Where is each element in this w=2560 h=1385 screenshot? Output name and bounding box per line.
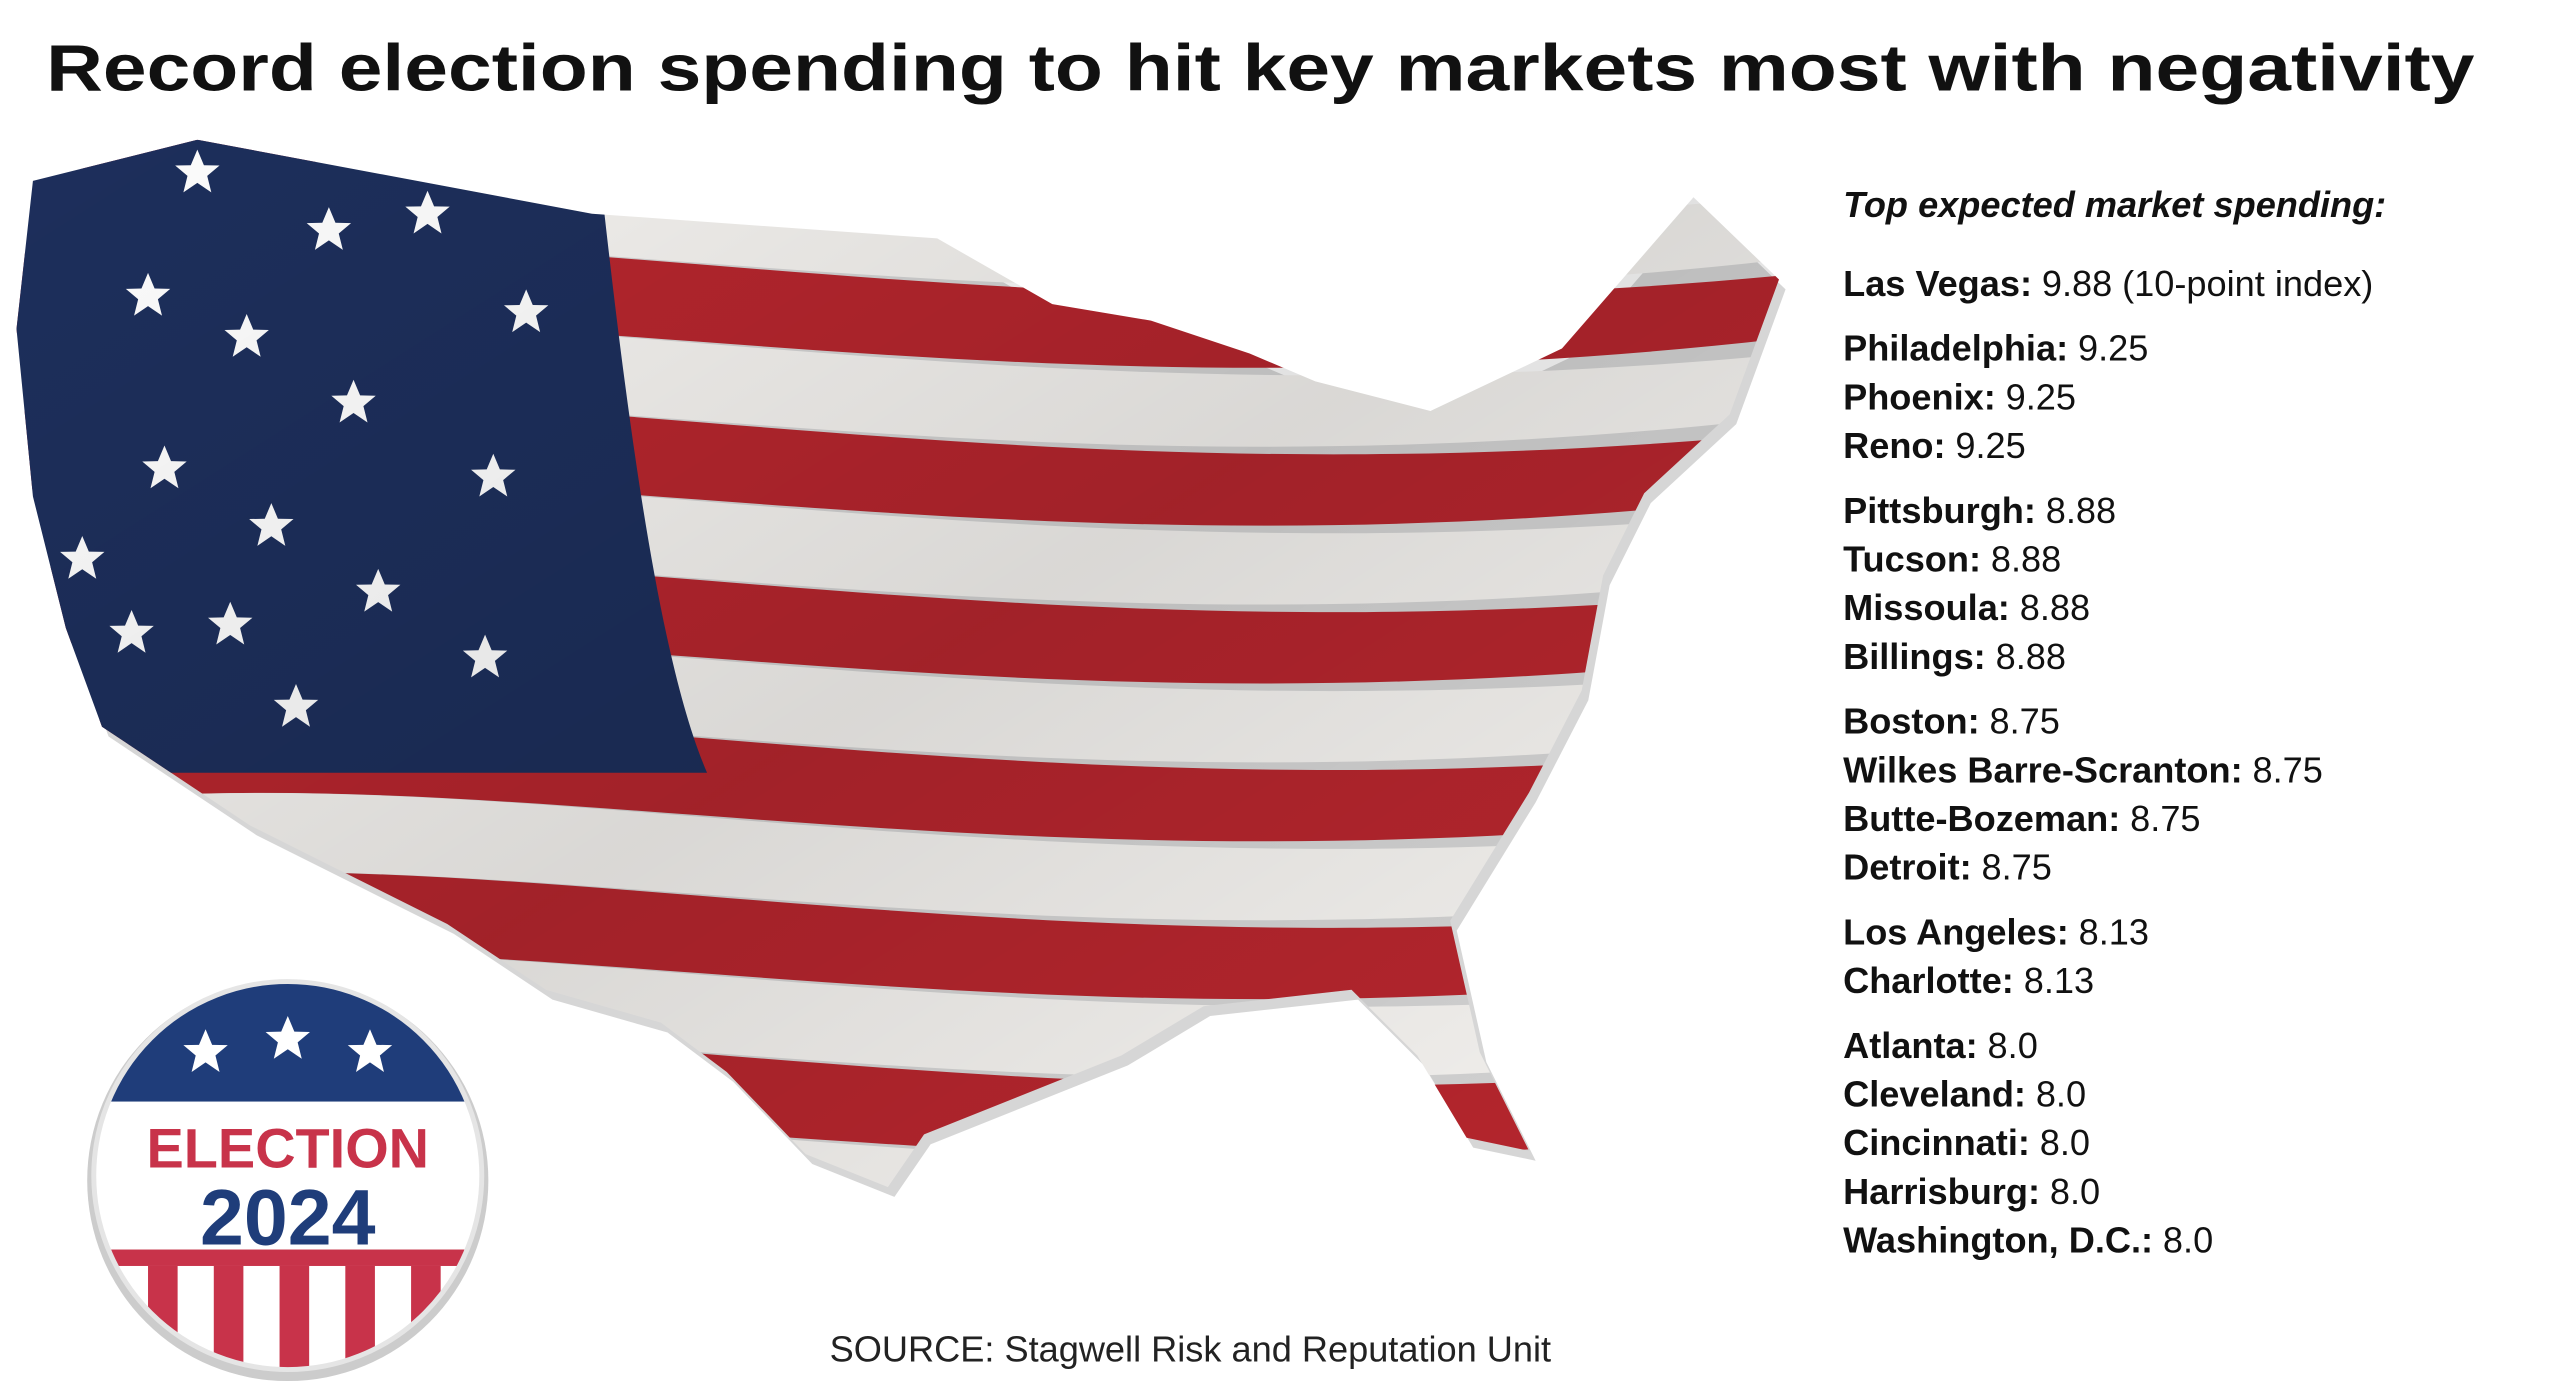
- market-item: Cleveland: 8.0: [1843, 1073, 2086, 1114]
- market-list: Las Vegas: 9.88 (10-point index) Philadelph…: [1843, 263, 2373, 1261]
- title: Record election spending to hit key mark…: [46, 30, 2475, 104]
- market-item: Wilkes Barre-Scranton: 8.75: [1843, 749, 2323, 790]
- market-name: Los Angeles:: [1843, 911, 2069, 952]
- market-item: Washington, D.C.: 8.0: [1843, 1219, 2213, 1260]
- election-badge: ELECTION 2024: [87, 979, 489, 1382]
- market-item: Atlanta: 8.0: [1843, 1025, 2038, 1066]
- market-value: 9.25: [2078, 328, 2148, 369]
- market-item: Boston: 8.75: [1843, 701, 2060, 742]
- market-value: 8.75: [1990, 701, 2060, 742]
- market-item: Detroit: 8.75: [1843, 847, 2052, 888]
- market-item: Charlotte: 8.13: [1843, 960, 2094, 1001]
- market-item: Philadelphia: 9.25: [1843, 328, 2148, 369]
- market-value: 8.0: [2040, 1122, 2090, 1163]
- market-item: Pittsburgh: 8.88: [1843, 490, 2116, 531]
- market-name: Washington, D.C.:: [1843, 1219, 2153, 1260]
- market-name: Las Vegas:: [1843, 263, 2032, 304]
- market-name: Wilkes Barre-Scranton:: [1843, 749, 2243, 790]
- list-heading: Top expected market spending:: [1843, 184, 2386, 225]
- market-name: Phoenix:: [1843, 376, 1996, 417]
- market-value: 9.88: [2042, 263, 2112, 304]
- market-value: 8.13: [2024, 960, 2094, 1001]
- market-value: 8.75: [1982, 847, 2052, 888]
- market-name: Pittsburgh:: [1843, 490, 2036, 531]
- market-name: Philadelphia:: [1843, 328, 2068, 369]
- market-value: 8.0: [1988, 1025, 2038, 1066]
- market-value: 8.75: [2253, 749, 2323, 790]
- badge-line2: 2024: [200, 1174, 376, 1262]
- market-item: Butte-Bozeman: 8.75: [1843, 798, 2200, 839]
- market-name: Butte-Bozeman:: [1843, 798, 2120, 839]
- market-name: Cleveland:: [1843, 1073, 2026, 1114]
- source: SOURCE: Stagwell Risk and Reputation Uni…: [830, 1328, 1551, 1369]
- market-item: Billings: 8.88: [1843, 636, 2066, 677]
- market-value: 8.0: [2163, 1219, 2213, 1260]
- market-value: 9.25: [1955, 425, 2025, 466]
- market-value: 8.0: [2050, 1171, 2100, 1212]
- market-item: Phoenix: 9.25: [1843, 376, 2076, 417]
- market-name: Billings:: [1843, 636, 1986, 677]
- market-value: 8.88: [2020, 587, 2090, 628]
- market-value: 8.88: [1991, 538, 2061, 579]
- market-value: 8.0: [2036, 1073, 2086, 1114]
- market-name: Tucson:: [1843, 538, 1981, 579]
- market-item: Harrisburg: 8.0: [1843, 1171, 2100, 1212]
- market-note: (10-point index): [2122, 263, 2373, 304]
- market-item: Los Angeles: 8.13: [1843, 911, 2149, 952]
- market-item: Reno: 9.25: [1843, 425, 2026, 466]
- market-name: Cincinnati:: [1843, 1122, 2030, 1163]
- market-value: 8.88: [2046, 490, 2116, 531]
- market-name: Reno:: [1843, 425, 1945, 466]
- market-name: Charlotte:: [1843, 960, 2014, 1001]
- market-item: Cincinnati: 8.0: [1843, 1122, 2090, 1163]
- market-value: 9.25: [2006, 376, 2076, 417]
- market-value: 8.88: [1996, 636, 2066, 677]
- market-name: Missoula:: [1843, 587, 2010, 628]
- badge-line1: ELECTION: [147, 1116, 430, 1179]
- market-item: Tucson: 8.88: [1843, 538, 2061, 579]
- market-item: Las Vegas: 9.88 (10-point index): [1843, 263, 2373, 304]
- market-name: Harrisburg:: [1843, 1171, 2040, 1212]
- market-value: 8.75: [2130, 798, 2200, 839]
- market-name: Atlanta:: [1843, 1025, 1978, 1066]
- market-name: Detroit:: [1843, 847, 1972, 888]
- market-item: Missoula: 8.88: [1843, 587, 2090, 628]
- market-name: Boston:: [1843, 701, 1980, 742]
- market-value: 8.13: [2079, 911, 2149, 952]
